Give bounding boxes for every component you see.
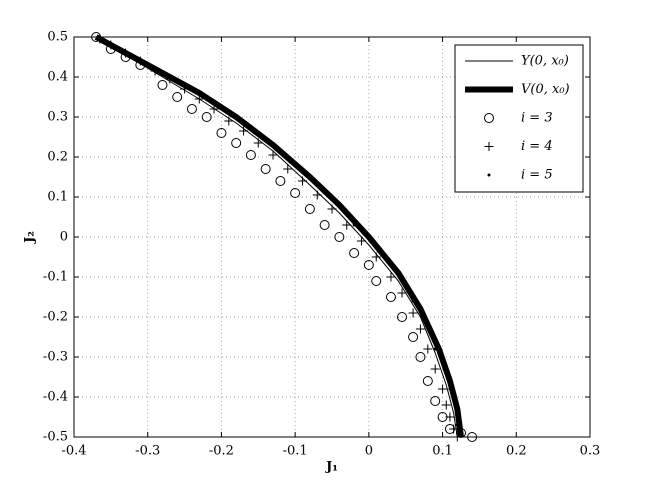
plus-marker [342, 220, 352, 230]
plus-marker [430, 364, 440, 374]
dot-marker [168, 75, 172, 79]
dot-marker [352, 223, 356, 227]
y-tick-label: 0.3 [47, 110, 68, 125]
legend-label: V(0, x₀) [521, 82, 570, 97]
x-axis-label: J₁ [325, 460, 338, 475]
y-tick-label: -0.1 [43, 270, 68, 285]
circle-marker [275, 176, 286, 186]
circle-marker [415, 352, 426, 362]
dot-marker [382, 255, 386, 259]
y-tick-label: -0.5 [43, 430, 68, 445]
dot-marker [131, 55, 135, 59]
plus-marker [268, 150, 278, 160]
plus-marker [95, 34, 105, 44]
x-tick-label: 0 [365, 444, 373, 459]
plus-marker [209, 104, 219, 114]
plus-marker [441, 400, 451, 410]
plus-marker [371, 252, 381, 262]
x-tick-label: -0.3 [135, 444, 160, 459]
plus-marker [408, 308, 418, 318]
dot-marker [433, 347, 437, 351]
legend: Y(0, x₀) V(0, x₀) i = 3 i = 4 i = 5 [454, 44, 584, 193]
plus-marker [356, 236, 366, 246]
legend-label: i = 5 [521, 168, 553, 183]
circle-marker [290, 188, 301, 198]
dot-marker [242, 121, 246, 125]
y-tick-label: 0 [60, 230, 68, 245]
legend-label: Y(0, x₀) [521, 54, 569, 69]
circle-marker [334, 232, 345, 242]
circle-marker [484, 113, 494, 123]
circle-marker [231, 138, 242, 148]
plus-marker [121, 48, 131, 58]
plus-marker [423, 344, 433, 354]
x-tick-label: -0.4 [61, 444, 86, 459]
series-line [95, 36, 458, 438]
y-axis-label: J₂ [23, 231, 38, 244]
plus-marker [312, 190, 322, 200]
circle-marker [157, 80, 168, 90]
circle-marker [186, 104, 197, 114]
x-tick-label: 0.1 [432, 444, 453, 459]
plot-area [91, 32, 478, 442]
dot-marker [205, 97, 209, 101]
plus-marker [449, 424, 459, 434]
plus-marker [484, 142, 494, 151]
plus-marker [194, 94, 204, 104]
plus-marker [253, 138, 263, 148]
dot-marker [411, 299, 415, 303]
y-tick-label: -0.4 [43, 390, 68, 405]
plus-marker [397, 288, 407, 298]
circle-marker [430, 396, 441, 406]
plus-marker [438, 384, 448, 394]
plus-marker [150, 66, 160, 76]
plus-marker [415, 324, 425, 334]
circle-marker [201, 112, 212, 122]
x-tick-label: -0.2 [209, 444, 234, 459]
y-tick-label: -0.2 [43, 310, 68, 325]
plus-marker [327, 204, 337, 214]
circle-marker [349, 248, 360, 258]
legend-box [454, 44, 584, 193]
circle-marker [397, 312, 408, 322]
y-tick-label: -0.3 [43, 350, 68, 365]
circle-marker [385, 292, 396, 302]
dot-marker [315, 183, 319, 187]
plus-marker [283, 164, 293, 174]
dot-marker [278, 151, 282, 155]
circle-marker [422, 376, 433, 386]
plus-marker [445, 412, 455, 422]
circle-marker [408, 332, 419, 342]
plus-marker [180, 84, 190, 94]
dot-marker [487, 173, 491, 177]
plus-marker [135, 56, 145, 66]
plus-marker [239, 126, 249, 136]
x-tick-label: 0.3 [580, 444, 601, 459]
plus-marker [224, 116, 234, 126]
circle-marker [172, 92, 183, 102]
plus-marker [386, 272, 396, 282]
legend-label: i = 3 [521, 111, 553, 126]
dot-marker [448, 387, 452, 391]
plus-marker [298, 176, 308, 186]
dot-marker [455, 423, 459, 427]
y-tick-label: 0.4 [47, 70, 68, 85]
x-tick-label: 0.2 [506, 444, 527, 459]
plus-marker [106, 40, 116, 50]
circle-marker [260, 164, 271, 174]
circle-marker [216, 128, 227, 138]
y-tick-label: 0.5 [47, 30, 68, 45]
circle-marker [371, 276, 382, 286]
circle-marker [245, 150, 256, 160]
y-tick-label: 0.1 [47, 190, 68, 205]
x-tick-label: -0.1 [283, 444, 308, 459]
circle-marker [363, 260, 374, 270]
circle-marker [304, 204, 315, 214]
series-line [94, 34, 464, 438]
circle-marker [319, 220, 330, 230]
y-tick-label: 0.2 [47, 150, 68, 165]
legend-label: i = 4 [521, 139, 553, 154]
dot-marker [101, 39, 105, 43]
